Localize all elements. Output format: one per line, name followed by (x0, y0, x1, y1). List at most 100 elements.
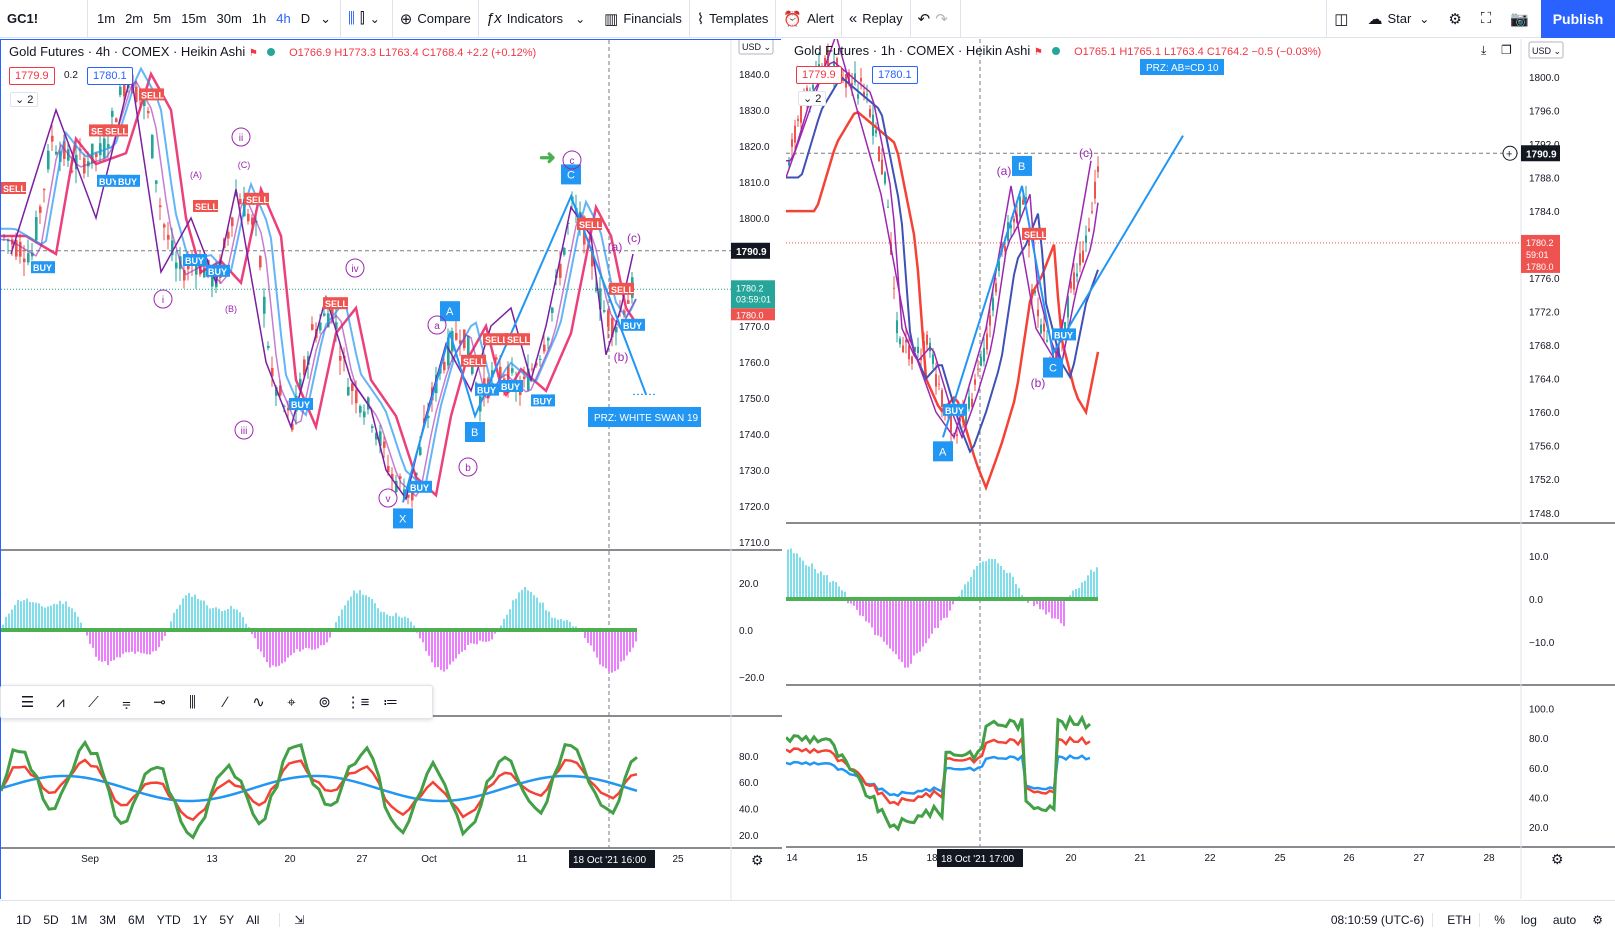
candle-body (43, 189, 46, 191)
compare-button[interactable]: ⊕ Compare (393, 0, 479, 38)
candle-body (111, 110, 114, 117)
candle-body (974, 379, 976, 385)
tf-d[interactable]: D (300, 11, 311, 26)
auto-scale-button[interactable]: auto (1552, 912, 1577, 927)
alert-button[interactable]: ⏰ Alert (776, 0, 842, 38)
last-price-label: 1780.2 (1526, 238, 1554, 248)
collapse-indicators-button[interactable]: ⌄ 2 (798, 91, 827, 106)
candle-body (427, 415, 430, 419)
publish-button[interactable]: Publish (1541, 0, 1615, 38)
chart-pane-1h[interactable]: 1800.01796.01792.01788.01784.01780.01776… (784, 32, 1615, 899)
tf-15m[interactable]: 15m (181, 11, 207, 26)
wave-label: c (570, 156, 575, 167)
range-5y[interactable]: 5Y (219, 912, 235, 927)
plus-icon: + (1506, 148, 1512, 160)
undo-icon[interactable]: ↶ (917, 10, 931, 28)
layout-name-button[interactable]: ☁ Star ⌄ (1360, 0, 1441, 38)
pivot-marker (561, 164, 581, 185)
range-1d[interactable]: 1D (16, 912, 32, 927)
horizontal-lines-icon[interactable]: ☰ (20, 694, 35, 711)
range-5d[interactable]: 5D (43, 912, 59, 927)
replay-button[interactable]: « Replay (842, 0, 911, 38)
session-button[interactable]: ETH (1432, 912, 1479, 927)
signal-label: BUY (185, 256, 204, 266)
symbol-search[interactable]: GC1! (0, 0, 88, 38)
tf-2m[interactable]: 2m (125, 11, 144, 26)
flag-icon: ⚑ (248, 48, 258, 59)
buy-price-button[interactable]: 1780.1 (87, 67, 133, 85)
range-all[interactable]: All (246, 912, 260, 927)
bottom-right-group: 08:10:59 (UTC-6) ETH % log auto ⚙ (1323, 912, 1615, 927)
settings-gear-icon[interactable]: ⚙ (1592, 912, 1603, 927)
range-3m[interactable]: 3M (99, 912, 117, 927)
signal-label: SELL (141, 90, 165, 100)
chevron-down-icon[interactable]: ⌄ (320, 10, 332, 26)
spiral-icon[interactable]: ⊚ (318, 694, 331, 711)
redo-icon[interactable]: ↷ (935, 10, 948, 28)
range-1m[interactable]: 1M (70, 912, 88, 927)
collapse-indicators-button[interactable]: ⌄ 2 (10, 92, 39, 107)
wave-label: (a) (608, 240, 623, 254)
candle-body (1037, 309, 1039, 317)
percent-scale-button[interactable]: % (1479, 912, 1513, 927)
pivot-label: B (1018, 161, 1025, 173)
log-scale-button[interactable]: log (1520, 912, 1537, 927)
horizontal-ray-icon[interactable]: ⊸ (153, 694, 166, 711)
fullscreen-button[interactable]: ⛶ (1474, 0, 1504, 38)
tf-5m[interactable]: 5m (153, 11, 172, 26)
chart-canvas-4h[interactable]: 1850.01840.01830.01820.01810.01800.01780… (0, 34, 782, 900)
line-tool-icon[interactable]: ∕ (224, 693, 227, 711)
tf-1m[interactable]: 1m (97, 11, 116, 26)
financials-button[interactable]: ▥ Financials (597, 0, 690, 38)
candle-body (1067, 296, 1069, 318)
candle-body (812, 84, 814, 89)
range-ytd[interactable]: YTD (156, 912, 181, 927)
chevron-down-icon: ⌄ (1419, 11, 1430, 26)
time-tick: 11 (517, 854, 528, 865)
buy-price-button[interactable]: 1780.1 (872, 66, 918, 84)
abc-pattern-icon[interactable]: ⩘ (56, 693, 65, 711)
indicators-button[interactable]: ƒx Indicators ⌄ (479, 0, 597, 38)
bar-style-icon[interactable]: ⫼ (348, 10, 355, 27)
candle-body (443, 361, 446, 371)
vertical-lines-icon[interactable]: ⫼ (189, 693, 196, 711)
settings-lines-icon[interactable]: ⋮≡ (345, 694, 370, 711)
candle-body (1034, 290, 1036, 294)
chart-pane-4h[interactable]: 1850.01840.01830.01820.01810.01800.01780… (0, 34, 782, 900)
ma-slow-line (786, 110, 1100, 492)
chart-canvas-1h[interactable]: 1800.01796.01792.01788.01784.01780.01776… (784, 32, 1615, 899)
sell-price-button[interactable]: 1779.9 (9, 67, 55, 85)
range-6m[interactable]: 6M (128, 912, 145, 927)
osc-tick: 0.0 (739, 626, 753, 637)
time-tick: 26 (1343, 853, 1355, 864)
layout-button[interactable]: ◫ (1326, 0, 1360, 38)
fib-icon[interactable]: ⩦ (122, 693, 131, 711)
object-tree-icon[interactable]: ≔ (383, 694, 398, 711)
pivot-marker (1012, 155, 1032, 176)
sell-price-button[interactable]: 1779.9 (796, 66, 842, 84)
clock[interactable]: 08:10:59 (UTC-6) (1330, 912, 1425, 927)
candle-body (968, 396, 970, 409)
trend-line-icon[interactable]: ⟋ (88, 693, 99, 711)
templates-button[interactable]: ⌇ Templates (690, 0, 777, 38)
last-price-label: 1780.2 (736, 283, 764, 293)
range-1y[interactable]: 1Y (192, 912, 208, 927)
tf-1h[interactable]: 1h (251, 11, 267, 26)
harmonic-pattern (402, 193, 647, 503)
settings-button[interactable]: ⚙ (1441, 0, 1473, 38)
chevron-down-icon[interactable]: ⌄ (369, 11, 380, 26)
price-tick: 1772.0 (1529, 308, 1560, 319)
wave-icon[interactable]: ∿ (252, 694, 265, 711)
tf-30m[interactable]: 30m (216, 11, 242, 26)
wave-label: (a) (997, 164, 1012, 178)
tf-4h[interactable]: 4h (276, 11, 291, 26)
price-tick: 1750.0 (739, 394, 770, 405)
goto-date-icon[interactable]: ⇲ (279, 912, 310, 927)
candle-body (860, 77, 862, 82)
wave-label: iii (241, 426, 248, 437)
pattern-icon[interactable]: ⌖ (287, 693, 296, 711)
chevron-down-icon[interactable]: ⌄ (575, 11, 586, 26)
snapshot-button[interactable]: 📷 (1503, 0, 1541, 38)
candle-style-icon[interactable]: ⫿ (359, 10, 365, 27)
candle-body (419, 447, 422, 456)
